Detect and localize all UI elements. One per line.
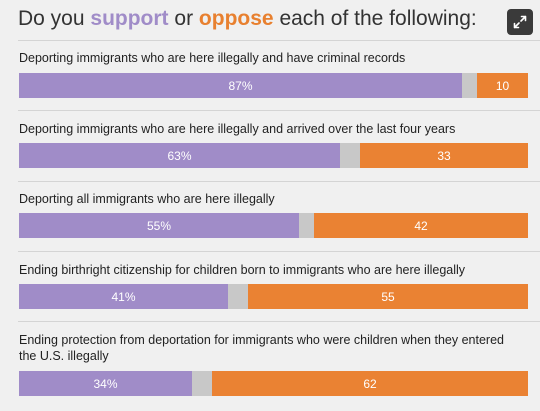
question-label: Ending birthright citizenship for childr…	[19, 263, 466, 277]
row-divider	[18, 40, 540, 41]
oppose-segment: 62	[212, 371, 528, 396]
stacked-bar: 34% 62	[19, 371, 528, 396]
question-label: Ending protection from deportation for i…	[19, 333, 504, 363]
support-segment: 55%	[19, 213, 299, 238]
title-suffix: each of the following:	[279, 7, 477, 30]
oppose-segment: 33	[360, 143, 528, 168]
stacked-bar: 41% 55	[19, 284, 528, 309]
title-oppose: oppose	[198, 7, 274, 30]
stacked-bar: 63% 33	[19, 143, 528, 168]
row-divider	[18, 251, 540, 252]
title-prefix: Do you	[18, 7, 85, 30]
no-answer-segment	[299, 213, 314, 238]
question-label: Deporting immigrants who are here illega…	[19, 122, 456, 136]
oppose-segment: 55	[248, 284, 528, 309]
row-divider	[18, 321, 540, 322]
support-segment: 41%	[19, 284, 228, 309]
title-support: support	[90, 7, 169, 30]
row-divider	[18, 110, 540, 111]
support-segment: 34%	[19, 371, 192, 396]
no-answer-segment	[228, 284, 248, 309]
expand-button[interactable]	[507, 9, 533, 35]
question-label: Deporting all immigrants who are here il…	[19, 192, 275, 206]
stacked-bar: 55% 42	[19, 213, 528, 238]
oppose-segment: 42	[314, 213, 528, 238]
no-answer-segment	[462, 73, 477, 98]
support-segment: 63%	[19, 143, 340, 168]
row-divider	[18, 181, 540, 182]
support-segment: 87%	[19, 73, 462, 98]
chart-title: Do you support or oppose each of the fol…	[18, 7, 477, 31]
question-label: Deporting immigrants who are here illega…	[19, 51, 406, 65]
stacked-bar: 87% 10	[19, 73, 528, 98]
title-or: or	[174, 7, 194, 30]
no-answer-segment	[340, 143, 360, 168]
no-answer-segment	[192, 371, 212, 396]
oppose-segment: 10	[477, 73, 528, 98]
expand-icon	[513, 15, 527, 29]
